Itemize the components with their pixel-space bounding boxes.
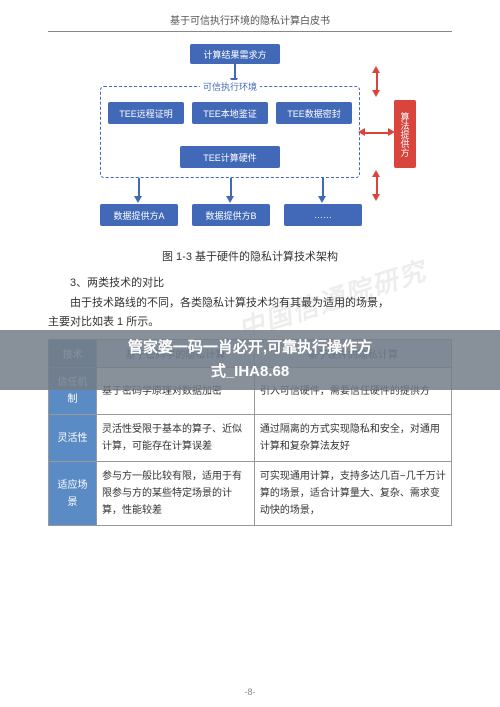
tee-box-1: TEE远程证明 <box>108 102 184 124</box>
provider-b: 数据提供方B <box>192 204 270 226</box>
tee-box-3: TEE数据密封 <box>276 102 352 124</box>
table-row: 灵活性 灵活性受限于基本的算子、近似计算，可能存在计算误差 通过隔离的方式实现隐… <box>49 415 452 462</box>
table-row: 适应场景 参与方一般比较有限，适用于有限参与方的某些特定场景的计算，性能较差 可… <box>49 462 452 526</box>
overlay-line2: 式_IHA8.68 <box>211 360 289 384</box>
provider-more: …… <box>284 204 362 226</box>
architecture-diagram: 计算结果需求方 可信执行环境 TEE远程证明 TEE本地鉴证 TEE数据密封 T… <box>80 42 420 242</box>
page-number: -8- <box>0 687 500 697</box>
diagram-top-box: 计算结果需求方 <box>190 44 280 64</box>
tee-box-2: TEE本地鉴证 <box>192 102 268 124</box>
page-header-title: 基于可信执行环境的隐私计算白皮书 <box>48 12 452 32</box>
tee-env-label: 可信执行环境 <box>200 80 260 93</box>
overlay-line1: 管家婆一码一肖必开,可靠执行操作方 <box>128 336 372 360</box>
overlay-banner: 管家婆一码一肖必开,可靠执行操作方 式_IHA8.68 <box>0 330 500 390</box>
tee-hw-box: TEE计算硬件 <box>180 146 280 168</box>
provider-a: 数据提供方A <box>100 204 178 226</box>
algo-provider-box: 算法提供方 <box>394 100 416 168</box>
